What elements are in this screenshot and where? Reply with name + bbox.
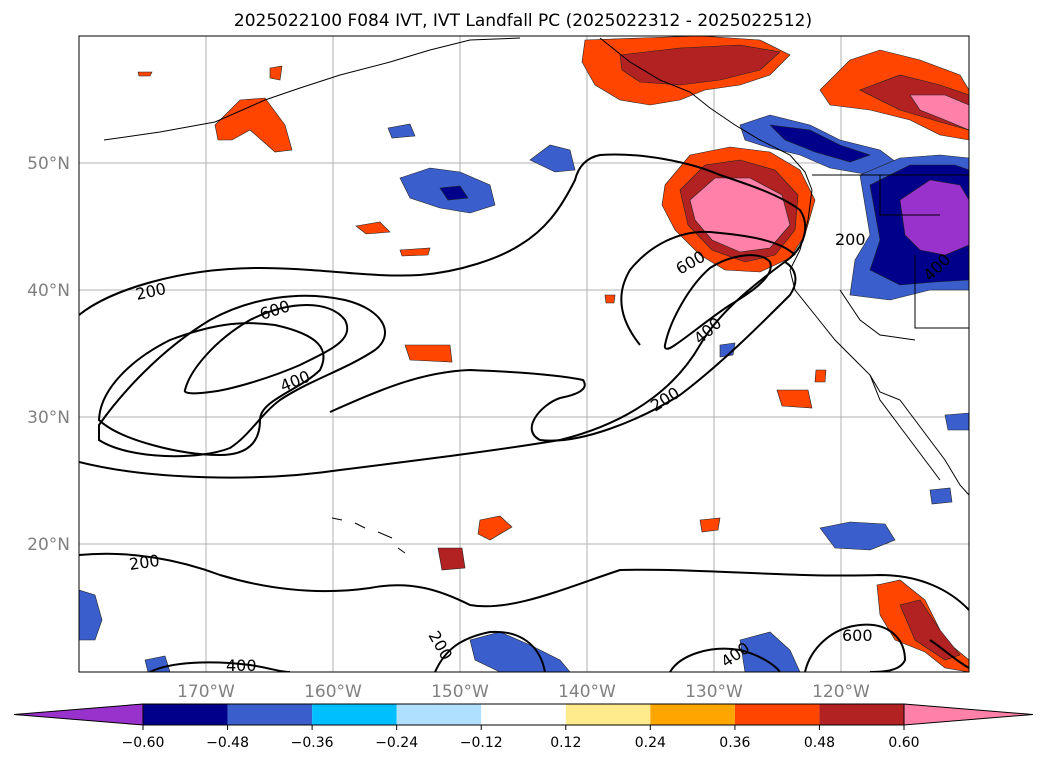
colorbar-frame: [142, 703, 905, 726]
state-border-3: [839, 289, 916, 341]
lon-label: 130°W: [685, 682, 743, 702]
blob-orange-c: [404, 344, 453, 363]
contour-200-south-2: [434, 630, 546, 672]
colorbar-tick-label: 0.60: [888, 735, 919, 751]
colorbar-tick-label: 0.24: [635, 735, 666, 751]
lon-label: 150°W: [431, 682, 489, 702]
aleutian-orange-1: [214, 97, 293, 153]
blob-orange-a: [355, 221, 391, 235]
colorbar-segment: [819, 704, 904, 725]
colorbar-tick-label: −0.60: [122, 735, 165, 751]
positive-shading: [137, 36, 969, 672]
blob-orange-e: [477, 515, 513, 541]
contour-400-south-west: [149, 661, 291, 672]
nw-coast-pink: [689, 177, 791, 253]
contour-600-loop: [183, 304, 349, 395]
contour-label: 200: [128, 551, 161, 574]
state-border-2: [914, 255, 969, 329]
contour-400-right: [929, 639, 969, 669]
lon-label: 170°W: [177, 682, 235, 702]
blob-red-h: [899, 599, 961, 661]
small-blue-a: [719, 342, 736, 358]
canada-east-pink: [909, 94, 969, 131]
alaska-coast-2: [599, 37, 813, 191]
colorbar-tick-label: 0.12: [550, 735, 581, 751]
contour-200-inner-east: [620, 230, 796, 346]
lon-label: 140°W: [558, 682, 616, 702]
sw-blue-blob: [79, 589, 103, 641]
colorbar-tick-label: −0.12: [460, 735, 503, 751]
bc-coast-navy: [769, 124, 871, 163]
state-border-1: [879, 175, 940, 216]
colorbar-segment: [734, 704, 820, 725]
pacific-blue-small: [387, 123, 416, 139]
colorbar-segment: [227, 704, 313, 725]
contour-600-east: [663, 254, 772, 350]
west-coast: [789, 189, 969, 496]
blob-orange-k: [814, 369, 827, 383]
blob-orange-g: [699, 517, 721, 533]
lat-label: 50°N: [27, 154, 70, 174]
ivt-contours: [79, 153, 969, 672]
contour-600-southeast: [804, 623, 907, 672]
blob-orange-b: [399, 247, 431, 257]
colorbar-tick-label: −0.24: [375, 735, 418, 751]
colorbar-segment: [565, 704, 651, 725]
hawaii: [331, 517, 406, 554]
blob-orange-i: [269, 65, 283, 81]
lat-label: 40°N: [27, 281, 70, 301]
south-blue-blob-2: [739, 631, 801, 672]
colorbar-segment: [481, 704, 566, 725]
contour-label: 600: [842, 626, 873, 645]
negative-shading: [79, 114, 969, 672]
coastlines: [103, 37, 969, 554]
contour-label: 400: [226, 656, 257, 675]
south-blue-blob: [469, 631, 571, 672]
blob-orange-j: [137, 71, 153, 77]
pacific-blue-left: [529, 144, 576, 173]
lat-label: 30°N: [27, 408, 70, 428]
colorbar-extend-high: [903, 703, 1034, 726]
small-blue-b: [929, 487, 953, 505]
contour-400-southeast: [669, 647, 781, 672]
map-title: 2025022100 F084 IVT, IVT Landfall PC (20…: [234, 11, 812, 31]
lon-label: 120°W: [812, 682, 870, 702]
blob-orange-l: [604, 294, 616, 304]
contour-label: 200: [835, 230, 866, 249]
contour-400-east: [329, 261, 797, 442]
colorbar-segment: [143, 704, 228, 725]
lon-label: 160°W: [304, 682, 362, 702]
interior-west-purple: [899, 179, 969, 256]
colorbar-segment: [650, 704, 735, 725]
contour-200-south: [79, 552, 969, 611]
colorbar-tick-label: −0.48: [206, 735, 249, 751]
colorbar-tick-label: −0.36: [291, 735, 334, 751]
lat-labels: 50°N 40°N 30°N 20°N: [27, 154, 70, 555]
colorbar-extend-low: [13, 703, 144, 726]
baja: [869, 374, 941, 481]
gulf-alaska-red-core: [619, 44, 781, 86]
colorbar-tick-label: 0.36: [719, 735, 750, 751]
map-area: 200 600 400 600 400 200 200 200 400 200 …: [79, 36, 969, 675]
contour-200-inner: [97, 322, 325, 457]
lat-label: 20°N: [27, 535, 70, 555]
colorbar-tick-label: 0.48: [804, 735, 835, 751]
colorbar: −0.60 −0.48 −0.36 −0.24 −0.12 0.12 0.24 0.36 0.4…: [13, 703, 1034, 751]
se-blue-blob: [819, 521, 896, 551]
contour-200-north: [79, 153, 807, 479]
blob-orange-d: [776, 389, 813, 409]
alaska-coast: [103, 37, 521, 141]
small-blue-c: [944, 412, 969, 431]
colorbar-segment: [312, 704, 397, 725]
pacific-navy-core: [439, 185, 469, 201]
contour-400-loop: [98, 294, 386, 458]
map-frame: [78, 35, 970, 673]
colorbar-segment: [396, 704, 482, 725]
blob-red-f: [437, 547, 466, 571]
lon-labels: 170°W 160°W 150°W 140°W 130°W 120°W: [177, 682, 870, 702]
